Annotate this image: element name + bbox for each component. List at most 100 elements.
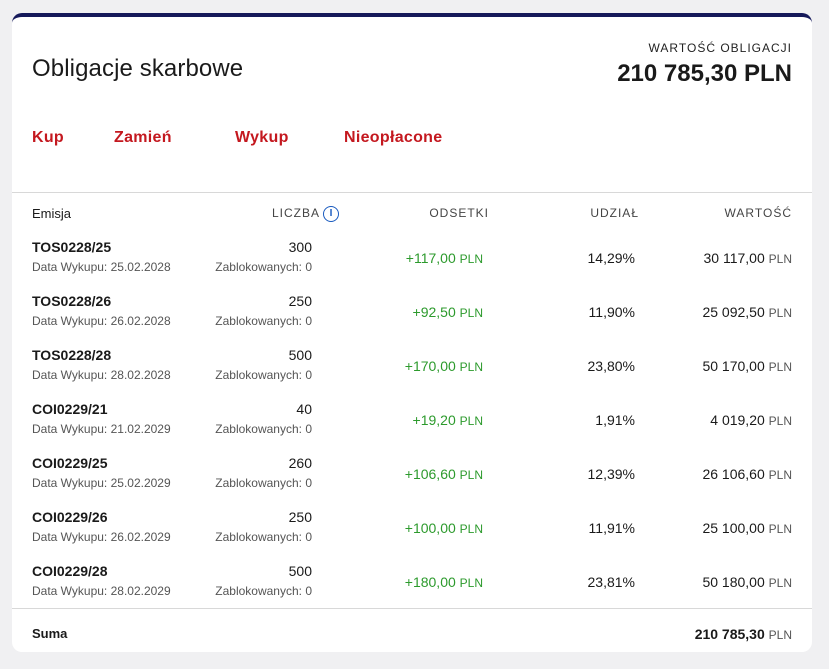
bond-value: 50 180,00 PLN <box>702 574 792 590</box>
column-header-udzial: UDZIAŁ <box>590 206 639 220</box>
table-row[interactable]: TOS0228/25 Data Wykupu: 25.02.2028 300 Z… <box>12 235 812 289</box>
currency-label: PLN <box>768 360 792 374</box>
currency-label: PLN <box>768 576 792 590</box>
sum-value: 210 785,30 PLN <box>695 626 792 642</box>
interest-value: +100,00 PLN <box>405 520 483 536</box>
blocked-count: Zablokowanych: 0 <box>215 530 312 544</box>
interest-value: +180,00 PLN <box>405 574 483 590</box>
redemption-date: Data Wykupu: 21.02.2029 <box>32 422 171 436</box>
bond-name: COI0229/28 <box>32 563 108 579</box>
unpaid-link[interactable]: Nieopłacone <box>344 129 443 146</box>
share-value: 14,29% <box>587 250 635 266</box>
sum-divider <box>12 608 812 609</box>
currency-label: PLN <box>768 414 792 428</box>
redemption-date: Data Wykupu: 25.02.2028 <box>32 260 171 274</box>
redemption-date: Data Wykupu: 28.02.2028 <box>32 368 171 382</box>
bond-count: 260 <box>288 455 312 471</box>
bond-count: 40 <box>296 401 312 417</box>
bond-count: 300 <box>288 239 312 255</box>
table-row[interactable]: COI0229/21 Data Wykupu: 21.02.2029 40 Za… <box>12 397 812 451</box>
share-value: 12,39% <box>587 466 635 482</box>
table-row[interactable]: COI0229/26 Data Wykupu: 26.02.2029 250 Z… <box>12 505 812 559</box>
bond-name: COI0229/26 <box>32 509 108 525</box>
interest-value: +92,50 PLN <box>413 304 483 320</box>
interest-amount: +117,00 <box>405 250 456 266</box>
table-row[interactable]: COI0229/25 Data Wykupu: 25.02.2029 260 Z… <box>12 451 812 505</box>
page-title: Obligacje skarbowe <box>32 55 244 82</box>
currency-label: PLN <box>768 522 792 536</box>
bond-name: TOS0228/28 <box>32 347 112 363</box>
currency-label: PLN <box>459 414 483 428</box>
interest-value: +106,60 PLN <box>405 466 483 482</box>
column-header-odsetki: ODSETKI <box>429 206 489 220</box>
table-row[interactable]: TOS0228/28 Data Wykupu: 28.02.2028 500 Z… <box>12 343 812 397</box>
bond-value: 25 100,00 PLN <box>702 520 792 536</box>
table-row[interactable]: COI0229/28 Data Wykupu: 28.02.2029 500 Z… <box>12 559 812 613</box>
share-value: 23,81% <box>587 574 635 590</box>
redeem-link[interactable]: Wykup <box>235 129 289 146</box>
share-value: 11,90% <box>588 304 635 320</box>
buy-link[interactable]: Kup <box>32 129 65 146</box>
blocked-count: Zablokowanych: 0 <box>215 422 312 436</box>
total-value-label: WARTOŚĆ OBLIGACJI <box>648 41 792 55</box>
currency-label: PLN <box>459 576 483 590</box>
currency-label: PLN <box>768 628 792 642</box>
exchange-link[interactable]: Zamień <box>114 129 172 146</box>
value-amount: 50 170,00 <box>702 358 765 374</box>
bonds-table-body: TOS0228/25 Data Wykupu: 25.02.2028 300 Z… <box>12 235 812 613</box>
table-row[interactable]: TOS0228/26 Data Wykupu: 26.02.2028 250 Z… <box>12 289 812 343</box>
total-value: 210 785,30 PLN <box>617 60 792 87</box>
bond-name: COI0229/21 <box>32 401 108 417</box>
bond-count: 500 <box>288 347 312 363</box>
actions-bar: Kup Zamień Wykup Nieopłacone <box>12 129 812 153</box>
value-amount: 26 106,60 <box>702 466 765 482</box>
share-value: 1,91% <box>595 412 635 428</box>
info-icon[interactable]: i <box>323 206 339 222</box>
interest-value: +170,00 PLN <box>405 358 483 374</box>
interest-amount: +106,60 <box>404 466 456 482</box>
currency-label: PLN <box>459 306 483 320</box>
interest-amount: +170,00 <box>404 358 456 374</box>
bond-name: TOS0228/26 <box>32 293 112 309</box>
currency-label: PLN <box>459 360 483 374</box>
blocked-count: Zablokowanych: 0 <box>215 368 312 382</box>
sum-label: Suma <box>32 626 68 641</box>
value-amount: 4 019,20 <box>710 412 765 428</box>
currency-label: PLN <box>459 522 483 536</box>
bond-count: 500 <box>288 563 312 579</box>
share-value: 23,80% <box>587 358 635 374</box>
bond-value: 50 170,00 PLN <box>702 358 792 374</box>
currency-label: PLN <box>768 252 792 266</box>
interest-amount: +19,20 <box>412 412 456 428</box>
bond-count: 250 <box>288 293 312 309</box>
bond-value: 26 106,60 PLN <box>702 466 792 482</box>
interest-amount: +180,00 <box>404 574 456 590</box>
currency-label: PLN <box>459 252 483 266</box>
value-amount: 25 092,50 <box>702 304 765 320</box>
column-header-emisja: Emisja <box>32 206 72 221</box>
redemption-date: Data Wykupu: 26.02.2029 <box>32 530 171 544</box>
currency-label: PLN <box>768 468 792 482</box>
redemption-date: Data Wykupu: 26.02.2028 <box>32 314 171 328</box>
column-header-liczba-label: LICZBA <box>271 206 320 221</box>
redemption-date: Data Wykupu: 25.02.2029 <box>32 476 171 490</box>
interest-amount: +92,50 <box>412 304 456 320</box>
blocked-count: Zablokowanych: 0 <box>215 476 312 490</box>
currency-label: PLN <box>768 306 792 320</box>
value-amount: 25 100,00 <box>702 520 765 536</box>
bond-value: 25 092,50 PLN <box>702 304 792 320</box>
blocked-count: Zablokowanych: 0 <box>215 584 312 598</box>
blocked-count: Zablokowanych: 0 <box>215 314 312 328</box>
interest-value: +117,00 PLN <box>406 250 483 266</box>
column-header-liczba: LICZBA i <box>272 206 339 222</box>
column-header-wartosc: WARTOŚĆ <box>724 206 792 220</box>
interest-amount: +100,00 <box>404 520 456 536</box>
redemption-date: Data Wykupu: 28.02.2029 <box>32 584 171 598</box>
bonds-card: Obligacje skarbowe WARTOŚĆ OBLIGACJI 210… <box>12 13 812 652</box>
value-amount: 50 180,00 <box>702 574 765 590</box>
bond-name: TOS0228/25 <box>32 239 112 255</box>
bond-count: 250 <box>288 509 312 525</box>
blocked-count: Zablokowanych: 0 <box>215 260 312 274</box>
value-amount: 30 117,00 <box>703 250 765 266</box>
share-value: 11,91% <box>588 520 635 536</box>
